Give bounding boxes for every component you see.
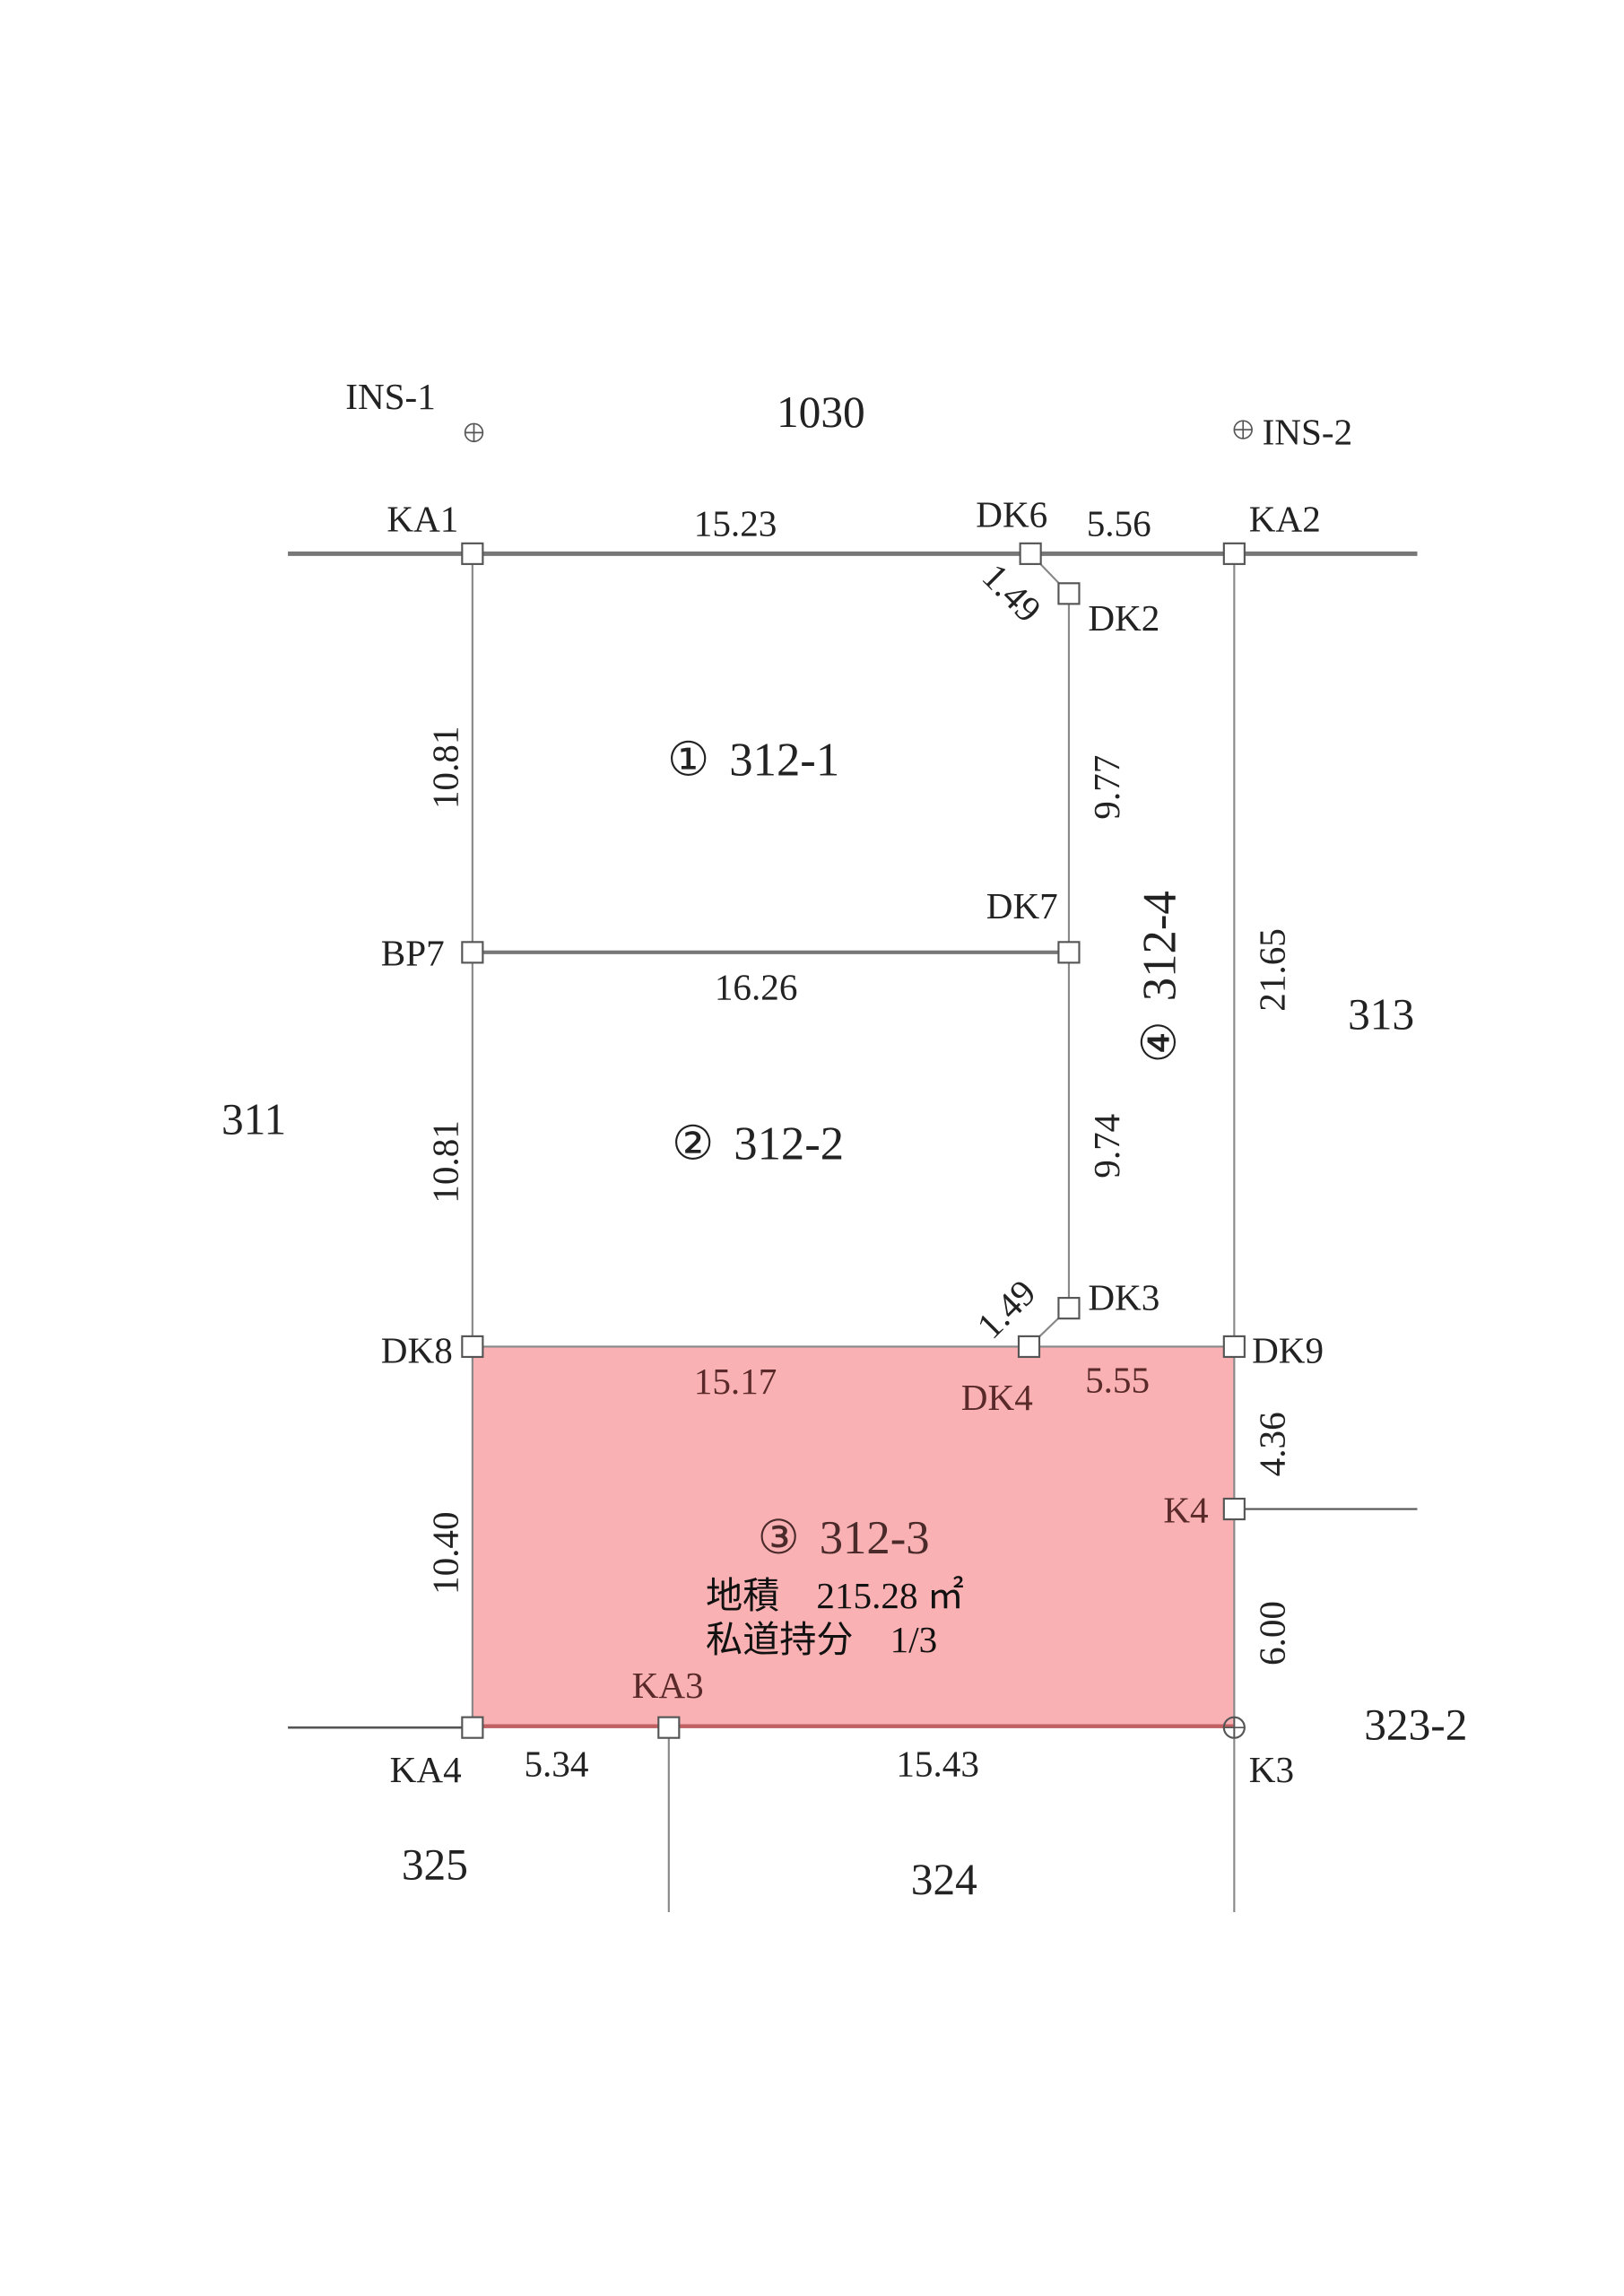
marker-dk7 xyxy=(1057,941,1081,964)
ins1-crosshair-icon xyxy=(464,422,484,443)
label-ka4: KA4 xyxy=(390,1749,462,1790)
dim-ka2-dk9: 21.65 xyxy=(1251,928,1292,1012)
label-ka3: KA3 xyxy=(632,1665,704,1706)
dim-dk6-ka2: 5.56 xyxy=(1087,503,1151,544)
dim-ka1-dk6: 15.23 xyxy=(694,503,777,544)
parcel-3-area: 地積 215.28 ㎡ xyxy=(706,1575,964,1616)
dim-dk8-dk4: 15.17 xyxy=(694,1361,777,1402)
parcel-2-number: ② xyxy=(672,1118,714,1170)
label-dk2: DK2 xyxy=(1088,597,1159,639)
parcel-1-number: ① xyxy=(667,734,709,786)
label-k3: K3 xyxy=(1249,1749,1294,1790)
marker-k4 xyxy=(1222,1497,1246,1521)
marker-ka2 xyxy=(1222,542,1246,565)
marker-dk8 xyxy=(461,1335,484,1359)
marker-dk4 xyxy=(1017,1335,1041,1359)
marker-k3-crosshair-icon xyxy=(1222,1716,1246,1739)
neighbor-1030: 1030 xyxy=(777,387,865,437)
parcel-312-3-highlight xyxy=(472,1345,1236,1728)
marker-dk9 xyxy=(1222,1335,1246,1359)
neighbor-325: 325 xyxy=(402,1840,468,1890)
parcel-1-lot: 312-1 xyxy=(729,734,839,786)
label-ins1: INS-1 xyxy=(345,376,436,417)
marker-ka1 xyxy=(461,542,484,565)
label-dk8: DK8 xyxy=(381,1330,453,1371)
neighbor-324: 324 xyxy=(911,1855,977,1904)
parcel-3-number: ③ xyxy=(758,1512,800,1564)
neighbor-323-2: 323-2 xyxy=(1364,1700,1467,1749)
parcel-4-number: ④ xyxy=(1133,1021,1185,1063)
ins2-crosshair-icon xyxy=(1233,420,1253,439)
dim-dk3-dk4: 1.49 xyxy=(968,1272,1043,1346)
marker-ka3 xyxy=(657,1716,681,1739)
label-dk3: DK3 xyxy=(1088,1276,1159,1318)
label-dk7: DK7 xyxy=(986,885,1058,926)
dim-k4-k3: 6.00 xyxy=(1251,1601,1292,1665)
dim-dk8-ka4: 10.40 xyxy=(424,1511,465,1595)
neighbor-313: 313 xyxy=(1348,989,1414,1039)
label-ka1: KA1 xyxy=(386,499,458,540)
dim-bp7-dk7: 16.26 xyxy=(715,967,798,1008)
dim-dk6-dk2: 1.49 xyxy=(975,555,1049,630)
label-ins2: INS-2 xyxy=(1263,412,1353,453)
parcel-3-lot: 312-3 xyxy=(820,1512,930,1564)
dim-bp7-dk8: 10.81 xyxy=(424,1120,465,1204)
label-bp7: BP7 xyxy=(381,933,445,974)
marker-ka4 xyxy=(461,1716,484,1739)
label-ka2: KA2 xyxy=(1249,499,1321,540)
dim-dk4-dk9: 5.55 xyxy=(1085,1359,1150,1400)
dim-dk2-dk7: 9.77 xyxy=(1086,755,1127,820)
parcel-3-road-share: 私道持分 1/3 xyxy=(706,1619,937,1660)
point-markers xyxy=(461,420,1253,1739)
marker-dk6 xyxy=(1019,542,1042,565)
label-dk9: DK9 xyxy=(1252,1330,1324,1371)
dim-ka4-ka3: 5.34 xyxy=(524,1744,588,1785)
dim-dk7-dk3: 9.74 xyxy=(1086,1114,1127,1178)
parcel-4-lot: 312-4 xyxy=(1133,891,1185,1001)
label-k4: K4 xyxy=(1163,1489,1208,1530)
marker-dk3 xyxy=(1057,1297,1081,1320)
label-dk6: DK6 xyxy=(976,494,1047,535)
label-dk4: DK4 xyxy=(961,1377,1033,1418)
dim-ka3-k3: 15.43 xyxy=(896,1744,979,1785)
parcel-2-lot: 312-2 xyxy=(734,1118,844,1170)
dim-dk9-k4: 4.36 xyxy=(1251,1412,1292,1476)
dim-ka1-bp7: 10.81 xyxy=(424,726,465,810)
marker-bp7 xyxy=(461,941,484,964)
neighbor-311: 311 xyxy=(221,1094,286,1144)
marker-dk2 xyxy=(1057,582,1081,605)
